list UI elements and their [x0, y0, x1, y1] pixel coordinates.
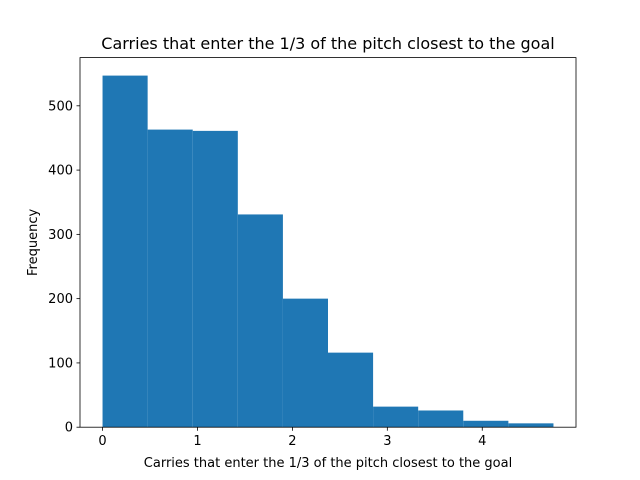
x-tick-label: 0	[98, 434, 106, 449]
x-tick-label: 4	[478, 434, 486, 449]
x-tick-label: 1	[193, 434, 201, 449]
x-tick-label: 2	[288, 434, 296, 449]
histogram-bar	[192, 130, 238, 428]
histogram-bar	[418, 410, 464, 428]
x-ticks-group: 0 1 2 3 4	[98, 427, 486, 449]
plot-frame	[79, 57, 577, 428]
histogram-bar	[237, 214, 283, 428]
bars-group	[102, 75, 554, 428]
histogram-bar	[328, 352, 374, 428]
y-tick-label: 0	[65, 421, 73, 436]
histogram-bar	[147, 129, 193, 428]
histogram-bar	[373, 406, 419, 428]
histogram-bar	[282, 298, 328, 428]
y-tick-label: 100	[48, 356, 73, 371]
y-tick-label: 500	[48, 99, 73, 114]
x-axis-label: Carries that enter the 1/3 of the pitch …	[144, 456, 512, 471]
y-tick-label: 200	[48, 292, 73, 307]
x-tick-label: 3	[383, 434, 391, 449]
histogram-bar	[508, 423, 554, 428]
histogram-bar	[463, 420, 509, 428]
chart-title: Carries that enter the 1/3 of the pitch …	[101, 34, 554, 53]
histogram-bar	[102, 75, 148, 428]
y-ticks-group: 0 100 200 300 400 500	[48, 99, 80, 436]
y-axis-label: Frequency	[26, 209, 41, 276]
y-tick-label: 300	[48, 228, 73, 243]
y-tick-label: 400	[48, 164, 73, 179]
